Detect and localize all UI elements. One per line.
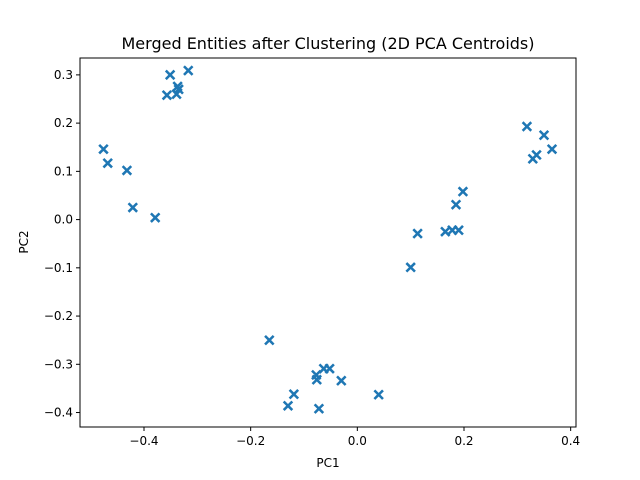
y-axis-label: PC2 xyxy=(17,230,31,253)
scatter-point xyxy=(121,165,133,176)
scatter-point xyxy=(311,374,322,385)
scatter-point xyxy=(164,69,176,81)
scatter-point xyxy=(412,228,423,239)
plot-frame xyxy=(79,57,577,428)
scatter-point xyxy=(373,389,384,400)
y-axis-ticks: −0.4 −0.3 −0.2 −0.1 0.0 0.1 0.2 0.3 xyxy=(44,68,80,420)
scatter-points xyxy=(98,65,558,414)
scatter-point xyxy=(405,262,416,273)
x-tick-label: 0.4 xyxy=(561,434,580,448)
x-axis-label: PC1 xyxy=(316,456,339,470)
scatter-point xyxy=(546,143,558,155)
y-tick-label: −0.1 xyxy=(44,261,73,275)
scatter-point xyxy=(150,212,161,223)
scatter-point xyxy=(531,149,542,161)
scatter-point xyxy=(282,400,294,411)
y-tick-label: 0.3 xyxy=(54,68,73,82)
x-tick-label: 0.0 xyxy=(348,434,367,448)
scatter-point xyxy=(98,143,109,155)
scatter-point xyxy=(453,225,464,236)
y-tick-label: 0.0 xyxy=(54,213,73,227)
scatter-point xyxy=(264,334,275,346)
scatter-point xyxy=(336,375,347,386)
x-tick-label: −0.4 xyxy=(129,434,158,448)
x-tick-label: −0.2 xyxy=(236,434,265,448)
scatter-point xyxy=(521,121,533,132)
y-tick-label: 0.2 xyxy=(54,116,73,130)
chart-title: Merged Entities after Clustering (2D PCA… xyxy=(122,34,535,53)
scatter-point xyxy=(324,363,335,374)
x-tick-label: 0.2 xyxy=(454,434,473,448)
scatter-point xyxy=(102,157,113,169)
scatter-point xyxy=(173,84,184,95)
y-tick-label: −0.2 xyxy=(44,309,73,323)
y-tick-label: 0.1 xyxy=(54,164,73,178)
y-tick-label: −0.4 xyxy=(44,406,73,420)
scatter-point xyxy=(538,129,550,141)
scatter-point xyxy=(161,89,173,101)
scatter-point xyxy=(313,403,325,414)
scatter-point xyxy=(288,389,300,400)
x-axis-ticks: −0.4 −0.2 0.0 0.2 0.4 xyxy=(129,427,580,448)
scatter-point xyxy=(450,199,462,210)
scatter-point xyxy=(183,65,194,76)
scatter-point xyxy=(457,186,469,197)
scatter-point xyxy=(127,202,138,213)
y-tick-label: −0.3 xyxy=(44,357,73,371)
